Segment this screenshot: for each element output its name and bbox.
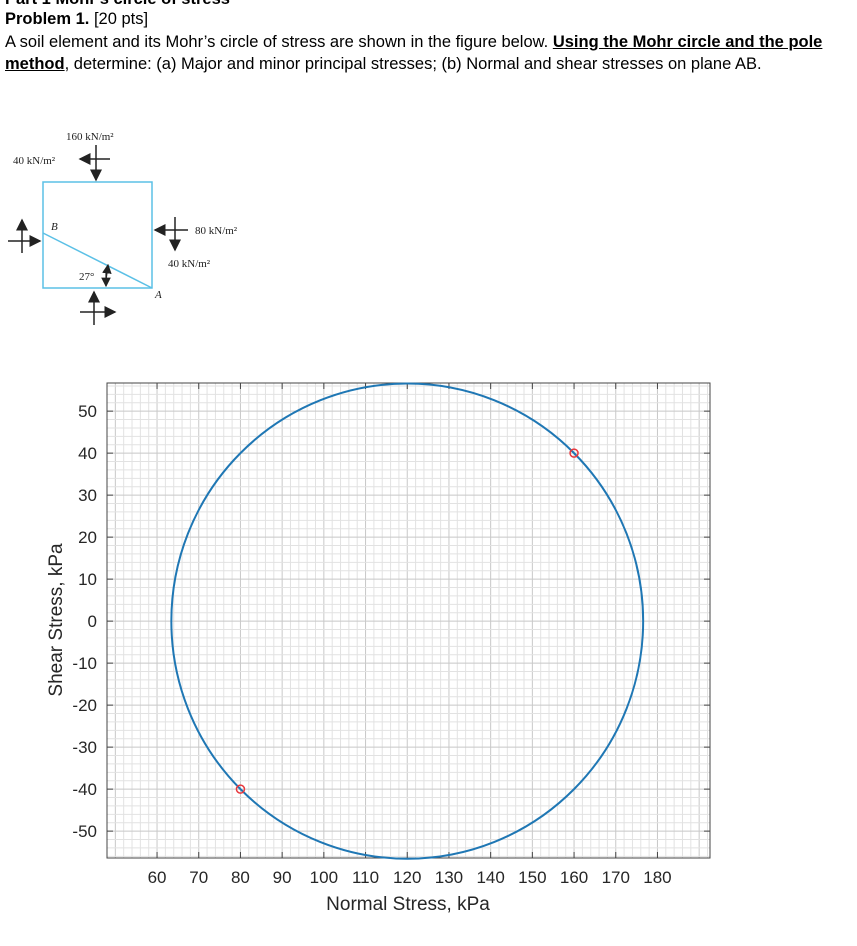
angle-label: 27° [79,271,94,283]
x-tick-label: 60 [148,868,167,887]
x-tick-label: 140 [476,868,504,887]
x-tick-label: 80 [231,868,250,887]
y-tick-label: -40 [72,780,97,799]
y-tick-label: 20 [78,528,97,547]
y-tick-label: 10 [78,570,97,589]
y-tick-label: 30 [78,486,97,505]
element-square [42,181,153,289]
y-tick-label: -50 [72,822,97,841]
y-tick-label: -20 [72,696,97,715]
x-tick-label: 160 [560,868,588,887]
right-shear-stress-label: 40 kN/m² [168,258,211,270]
y-tick-label: -10 [72,654,97,673]
stress-point-marker [235,784,246,794]
problem-points: [20 pts] [89,10,149,28]
x-tick-label: 180 [643,868,671,887]
problem-statement: A soil element and its Mohr’s circle of … [5,31,850,75]
x-tick-label: 170 [602,868,630,887]
problem-statement-intro: A soil element and its Mohr’s circle of … [5,33,553,51]
bottom-stress-arrows [80,290,117,325]
y-axis-label: Shear Stress, kPa [46,543,67,697]
x-tick-label: 100 [310,868,338,887]
angle-arrow-icon [101,263,112,288]
point-a-label: A [154,289,162,301]
mohr-circle [170,382,645,860]
x-tick-label: 90 [273,868,292,887]
axis-ticks: 60 70 80 90 100 110 120 130 140 150 160 170 18050403… [72,383,710,887]
problem-label: Problem 1. [5,10,90,28]
x-axis-label: Normal Stress, kPa [326,894,490,915]
y-tick-label: 0 [88,612,97,631]
x-tick-label: 110 [352,868,379,887]
plot-frame [106,382,711,859]
chart-series [170,382,645,860]
x-tick-label: 130 [435,868,463,887]
top-stress-arrows [78,145,110,182]
y-tick-label: 40 [78,444,97,463]
plane-ab-line [42,232,153,289]
problem-method-emphasis: Using the Mohr circle and the pole metho… [5,33,823,73]
left-stress-arrows [8,218,42,253]
right-stress-arrows [153,217,188,252]
point-b-label: B [51,221,58,233]
x-tick-label: 70 [189,868,208,887]
top-shear-stress-label: 40 kN/m² [13,155,56,167]
right-normal-stress-label: 80 kN/m² [195,225,238,237]
chart-grid [106,383,710,858]
x-tick-label: 120 [393,868,421,887]
soil-element-figure: 160 kN/m² 40 kN/m² 80 kN/m² 40 kN/m² 27°… [8,131,238,325]
stress-point-marker [569,448,579,458]
part-title: Part 1 Mohr's circle of stress [5,0,230,10]
x-tick-label: 150 [518,868,546,887]
top-normal-stress-label: 160 kN/m² [66,131,114,143]
problem-statement-tasks: , determine: (a) Major and minor princip… [64,55,762,73]
problem-title: Problem 1. [20 pts] [5,8,148,30]
y-tick-label: 50 [78,402,97,421]
y-tick-label: -30 [72,738,97,757]
mohr-circle-chart: 60 70 80 90 100 110 120 130 140 150 160 170 18050403… [46,382,711,915]
